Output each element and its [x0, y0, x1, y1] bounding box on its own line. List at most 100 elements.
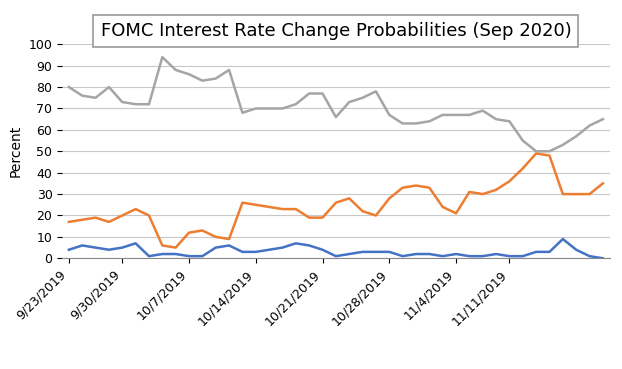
No Change Probability (1.50-1.75%): [586, 192, 593, 196]
Hike Probability: [225, 243, 233, 248]
No Change Probability (1.50-1.75%): [239, 200, 246, 205]
Hike Probability: [185, 254, 193, 258]
Hike Probability: [372, 250, 379, 254]
Cut Probability: [506, 119, 513, 124]
No Change Probability (1.50-1.75%): [466, 190, 473, 194]
Hike Probability: [452, 252, 460, 256]
No Change Probability (1.50-1.75%): [372, 213, 379, 218]
Cut Probability: [386, 113, 393, 117]
Cut Probability: [532, 149, 540, 154]
Hike Probability: [412, 252, 420, 256]
No Change Probability (1.50-1.75%): [266, 205, 273, 209]
Y-axis label: Percent: Percent: [9, 125, 23, 177]
Cut Probability: [545, 149, 553, 154]
Hike Probability: [159, 252, 166, 256]
Line: No Change Probability (1.50-1.75%): No Change Probability (1.50-1.75%): [69, 154, 603, 248]
Hike Probability: [519, 254, 526, 258]
Cut Probability: [78, 93, 86, 98]
Hike Probability: [119, 245, 126, 250]
Hike Probability: [506, 254, 513, 258]
Cut Probability: [359, 96, 366, 100]
Cut Probability: [372, 89, 379, 94]
No Change Probability (1.50-1.75%): [146, 213, 153, 218]
Cut Probability: [225, 68, 233, 72]
Hike Probability: [493, 252, 500, 256]
Cut Probability: [319, 91, 327, 96]
No Change Probability (1.50-1.75%): [332, 200, 340, 205]
Hike Probability: [266, 248, 273, 252]
Cut Probability: [185, 72, 193, 76]
Cut Probability: [172, 68, 179, 72]
No Change Probability (1.50-1.75%): [399, 186, 406, 190]
Cut Probability: [198, 79, 206, 83]
No Change Probability (1.50-1.75%): [78, 218, 86, 222]
Cut Probability: [332, 115, 340, 119]
Cut Probability: [599, 117, 606, 121]
Hike Probability: [146, 254, 153, 258]
Cut Probability: [559, 143, 567, 147]
No Change Probability (1.50-1.75%): [92, 215, 100, 220]
Hike Probability: [132, 241, 139, 245]
Hike Probability: [172, 252, 179, 256]
No Change Probability (1.50-1.75%): [292, 207, 300, 211]
No Change Probability (1.50-1.75%): [572, 192, 580, 196]
Hike Probability: [386, 250, 393, 254]
Hike Probability: [212, 245, 220, 250]
No Change Probability (1.50-1.75%): [532, 151, 540, 156]
Cut Probability: [212, 76, 220, 81]
No Change Probability (1.50-1.75%): [506, 179, 513, 183]
No Change Probability (1.50-1.75%): [132, 207, 139, 211]
No Change Probability (1.50-1.75%): [479, 192, 486, 196]
Cut Probability: [132, 102, 139, 106]
Title: FOMC Interest Rate Change Probabilities (Sep 2020): FOMC Interest Rate Change Probabilities …: [101, 22, 571, 40]
Cut Probability: [239, 111, 246, 115]
Hike Probability: [572, 248, 580, 252]
No Change Probability (1.50-1.75%): [439, 205, 447, 209]
Hike Probability: [279, 245, 286, 250]
No Change Probability (1.50-1.75%): [319, 215, 327, 220]
Cut Probability: [345, 100, 353, 104]
Cut Probability: [252, 106, 259, 111]
Hike Probability: [399, 254, 406, 258]
No Change Probability (1.50-1.75%): [359, 209, 366, 213]
Cut Probability: [519, 138, 526, 143]
Cut Probability: [572, 134, 580, 138]
Cut Probability: [279, 106, 286, 111]
Line: Hike Probability: Hike Probability: [69, 239, 603, 258]
Hike Probability: [332, 254, 340, 258]
Hike Probability: [479, 254, 486, 258]
No Change Probability (1.50-1.75%): [252, 203, 259, 207]
No Change Probability (1.50-1.75%): [225, 237, 233, 241]
Hike Probability: [532, 250, 540, 254]
Cut Probability: [493, 117, 500, 121]
No Change Probability (1.50-1.75%): [279, 207, 286, 211]
No Change Probability (1.50-1.75%): [65, 220, 73, 224]
Hike Probability: [65, 248, 73, 252]
No Change Probability (1.50-1.75%): [185, 230, 193, 235]
Hike Probability: [292, 241, 300, 245]
No Change Probability (1.50-1.75%): [172, 245, 179, 250]
Cut Probability: [266, 106, 273, 111]
No Change Probability (1.50-1.75%): [198, 228, 206, 233]
Cut Probability: [305, 91, 313, 96]
Hike Probability: [305, 243, 313, 248]
No Change Probability (1.50-1.75%): [345, 196, 353, 201]
Line: Cut Probability: Cut Probability: [69, 57, 603, 151]
Cut Probability: [399, 121, 406, 126]
No Change Probability (1.50-1.75%): [599, 181, 606, 186]
Hike Probability: [105, 248, 113, 252]
Hike Probability: [439, 254, 447, 258]
Cut Probability: [586, 123, 593, 128]
Cut Probability: [452, 113, 460, 117]
Hike Probability: [198, 254, 206, 258]
Hike Probability: [466, 254, 473, 258]
No Change Probability (1.50-1.75%): [493, 187, 500, 192]
Cut Probability: [159, 55, 166, 59]
No Change Probability (1.50-1.75%): [386, 196, 393, 201]
Hike Probability: [252, 250, 259, 254]
Hike Probability: [345, 252, 353, 256]
No Change Probability (1.50-1.75%): [105, 220, 113, 224]
No Change Probability (1.50-1.75%): [212, 235, 220, 239]
No Change Probability (1.50-1.75%): [519, 166, 526, 170]
Hike Probability: [92, 245, 100, 250]
